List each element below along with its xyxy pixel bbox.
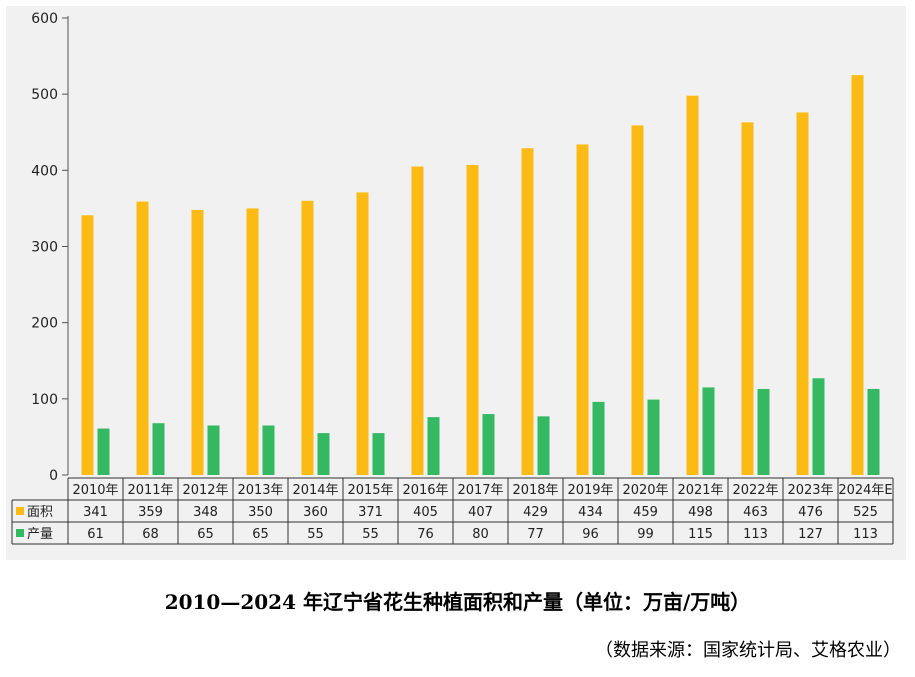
table-value-label: 371 xyxy=(358,505,383,520)
table-value-label: 96 xyxy=(582,527,599,542)
bar-area xyxy=(191,209,204,475)
table-value-label: 348 xyxy=(193,505,218,520)
table-value-label: 360 xyxy=(303,505,328,520)
x-category-label: 2023年 xyxy=(787,483,833,498)
bar-output xyxy=(427,417,440,475)
table-value-label: 76 xyxy=(417,527,434,542)
bar-area xyxy=(301,200,314,476)
table-value-label: 407 xyxy=(468,505,493,520)
table-value-label: 525 xyxy=(853,505,878,520)
legend-swatch xyxy=(16,507,24,515)
bar-output xyxy=(207,425,220,475)
table-value-label: 80 xyxy=(472,527,489,542)
table-value-label: 77 xyxy=(527,527,544,542)
bar-area xyxy=(741,122,754,476)
bar-area xyxy=(686,95,699,475)
table-value-label: 498 xyxy=(688,505,713,520)
table-value-label: 65 xyxy=(252,527,269,542)
x-category-label: 2010年 xyxy=(72,483,118,498)
x-category-label: 2012年 xyxy=(182,483,228,498)
legend-swatch xyxy=(16,529,24,537)
bar-output xyxy=(152,423,165,475)
bar-output xyxy=(867,388,880,475)
table-value-label: 127 xyxy=(798,527,823,542)
table-value-label: 99 xyxy=(637,527,654,542)
bar-output xyxy=(647,399,660,475)
x-category-label: 2021年 xyxy=(677,483,723,498)
table-value-label: 341 xyxy=(83,505,108,520)
y-tick-label: 300 xyxy=(31,240,58,256)
table-value-label: 113 xyxy=(743,527,768,542)
bar-area xyxy=(246,208,259,475)
table-value-label: 359 xyxy=(138,505,163,520)
table-value-label: 55 xyxy=(362,527,379,542)
legend-label: 面积 xyxy=(27,505,53,520)
x-category-label: 2014年 xyxy=(292,483,338,498)
bar-output xyxy=(317,433,330,475)
x-category-label: 2022年 xyxy=(732,483,778,498)
x-category-label: 2016年 xyxy=(402,483,448,498)
bar-area xyxy=(796,112,809,476)
table-value-label: 68 xyxy=(142,527,159,542)
x-category-label: 2013年 xyxy=(237,483,283,498)
bar-output xyxy=(757,388,770,475)
bar-area xyxy=(136,201,149,476)
bar-area xyxy=(411,166,424,475)
table-value-label: 463 xyxy=(743,505,768,520)
table-value-label: 429 xyxy=(523,505,548,520)
bar-area xyxy=(851,75,864,475)
table-value-label: 61 xyxy=(87,527,104,542)
bar-chart: 0 100 200 300 400 500 600 2010年 2011年 2012年 2013年 2… xyxy=(11,11,894,545)
x-category-label: 2011年 xyxy=(127,483,173,498)
table-value-label: 113 xyxy=(853,527,878,542)
x-category-label: 2024年E xyxy=(838,483,892,498)
y-tick-label: 100 xyxy=(31,392,58,408)
x-category-label: 2017年 xyxy=(457,483,503,498)
legend-label: 产量 xyxy=(27,527,53,542)
x-category-label: 2019年 xyxy=(567,483,613,498)
bar-output xyxy=(262,425,275,475)
chart-title: 2010—2024 年辽宁省花生种植面积和产量（单位：万亩/万吨） xyxy=(164,590,751,614)
bar-output xyxy=(97,428,110,475)
bar-output xyxy=(372,433,385,475)
bar-area xyxy=(356,192,369,475)
y-tick-label: 400 xyxy=(31,163,58,179)
bar-output xyxy=(812,378,825,475)
x-category-label: 2018年 xyxy=(512,483,558,498)
bar-area xyxy=(466,165,479,476)
table-value-label: 434 xyxy=(578,505,603,520)
y-tick-label: 200 xyxy=(31,316,58,332)
y-tick-label: 500 xyxy=(31,87,58,103)
bar-output xyxy=(592,401,605,475)
bar-output xyxy=(482,414,495,475)
bar-area xyxy=(521,148,534,475)
x-category-label: 2020年 xyxy=(622,483,668,498)
table-value-label: 405 xyxy=(413,505,438,520)
table-value-label: 65 xyxy=(197,527,214,542)
y-tick-label: 0 xyxy=(49,468,58,484)
table-value-label: 350 xyxy=(248,505,273,520)
table-value-label: 55 xyxy=(307,527,324,542)
table-value-label: 476 xyxy=(798,505,823,520)
bar-area xyxy=(576,144,589,476)
bar-output xyxy=(537,416,550,475)
table-value-label: 115 xyxy=(688,527,713,542)
chart-source-note: （数据来源：国家统计局、艾格农业） xyxy=(595,640,901,661)
y-tick-label: 600 xyxy=(31,11,58,27)
x-category-label: 2015年 xyxy=(347,483,393,498)
bar-output xyxy=(702,387,715,475)
bar-area xyxy=(81,215,94,475)
table-value-label: 459 xyxy=(633,505,658,520)
bar-area xyxy=(631,125,644,476)
